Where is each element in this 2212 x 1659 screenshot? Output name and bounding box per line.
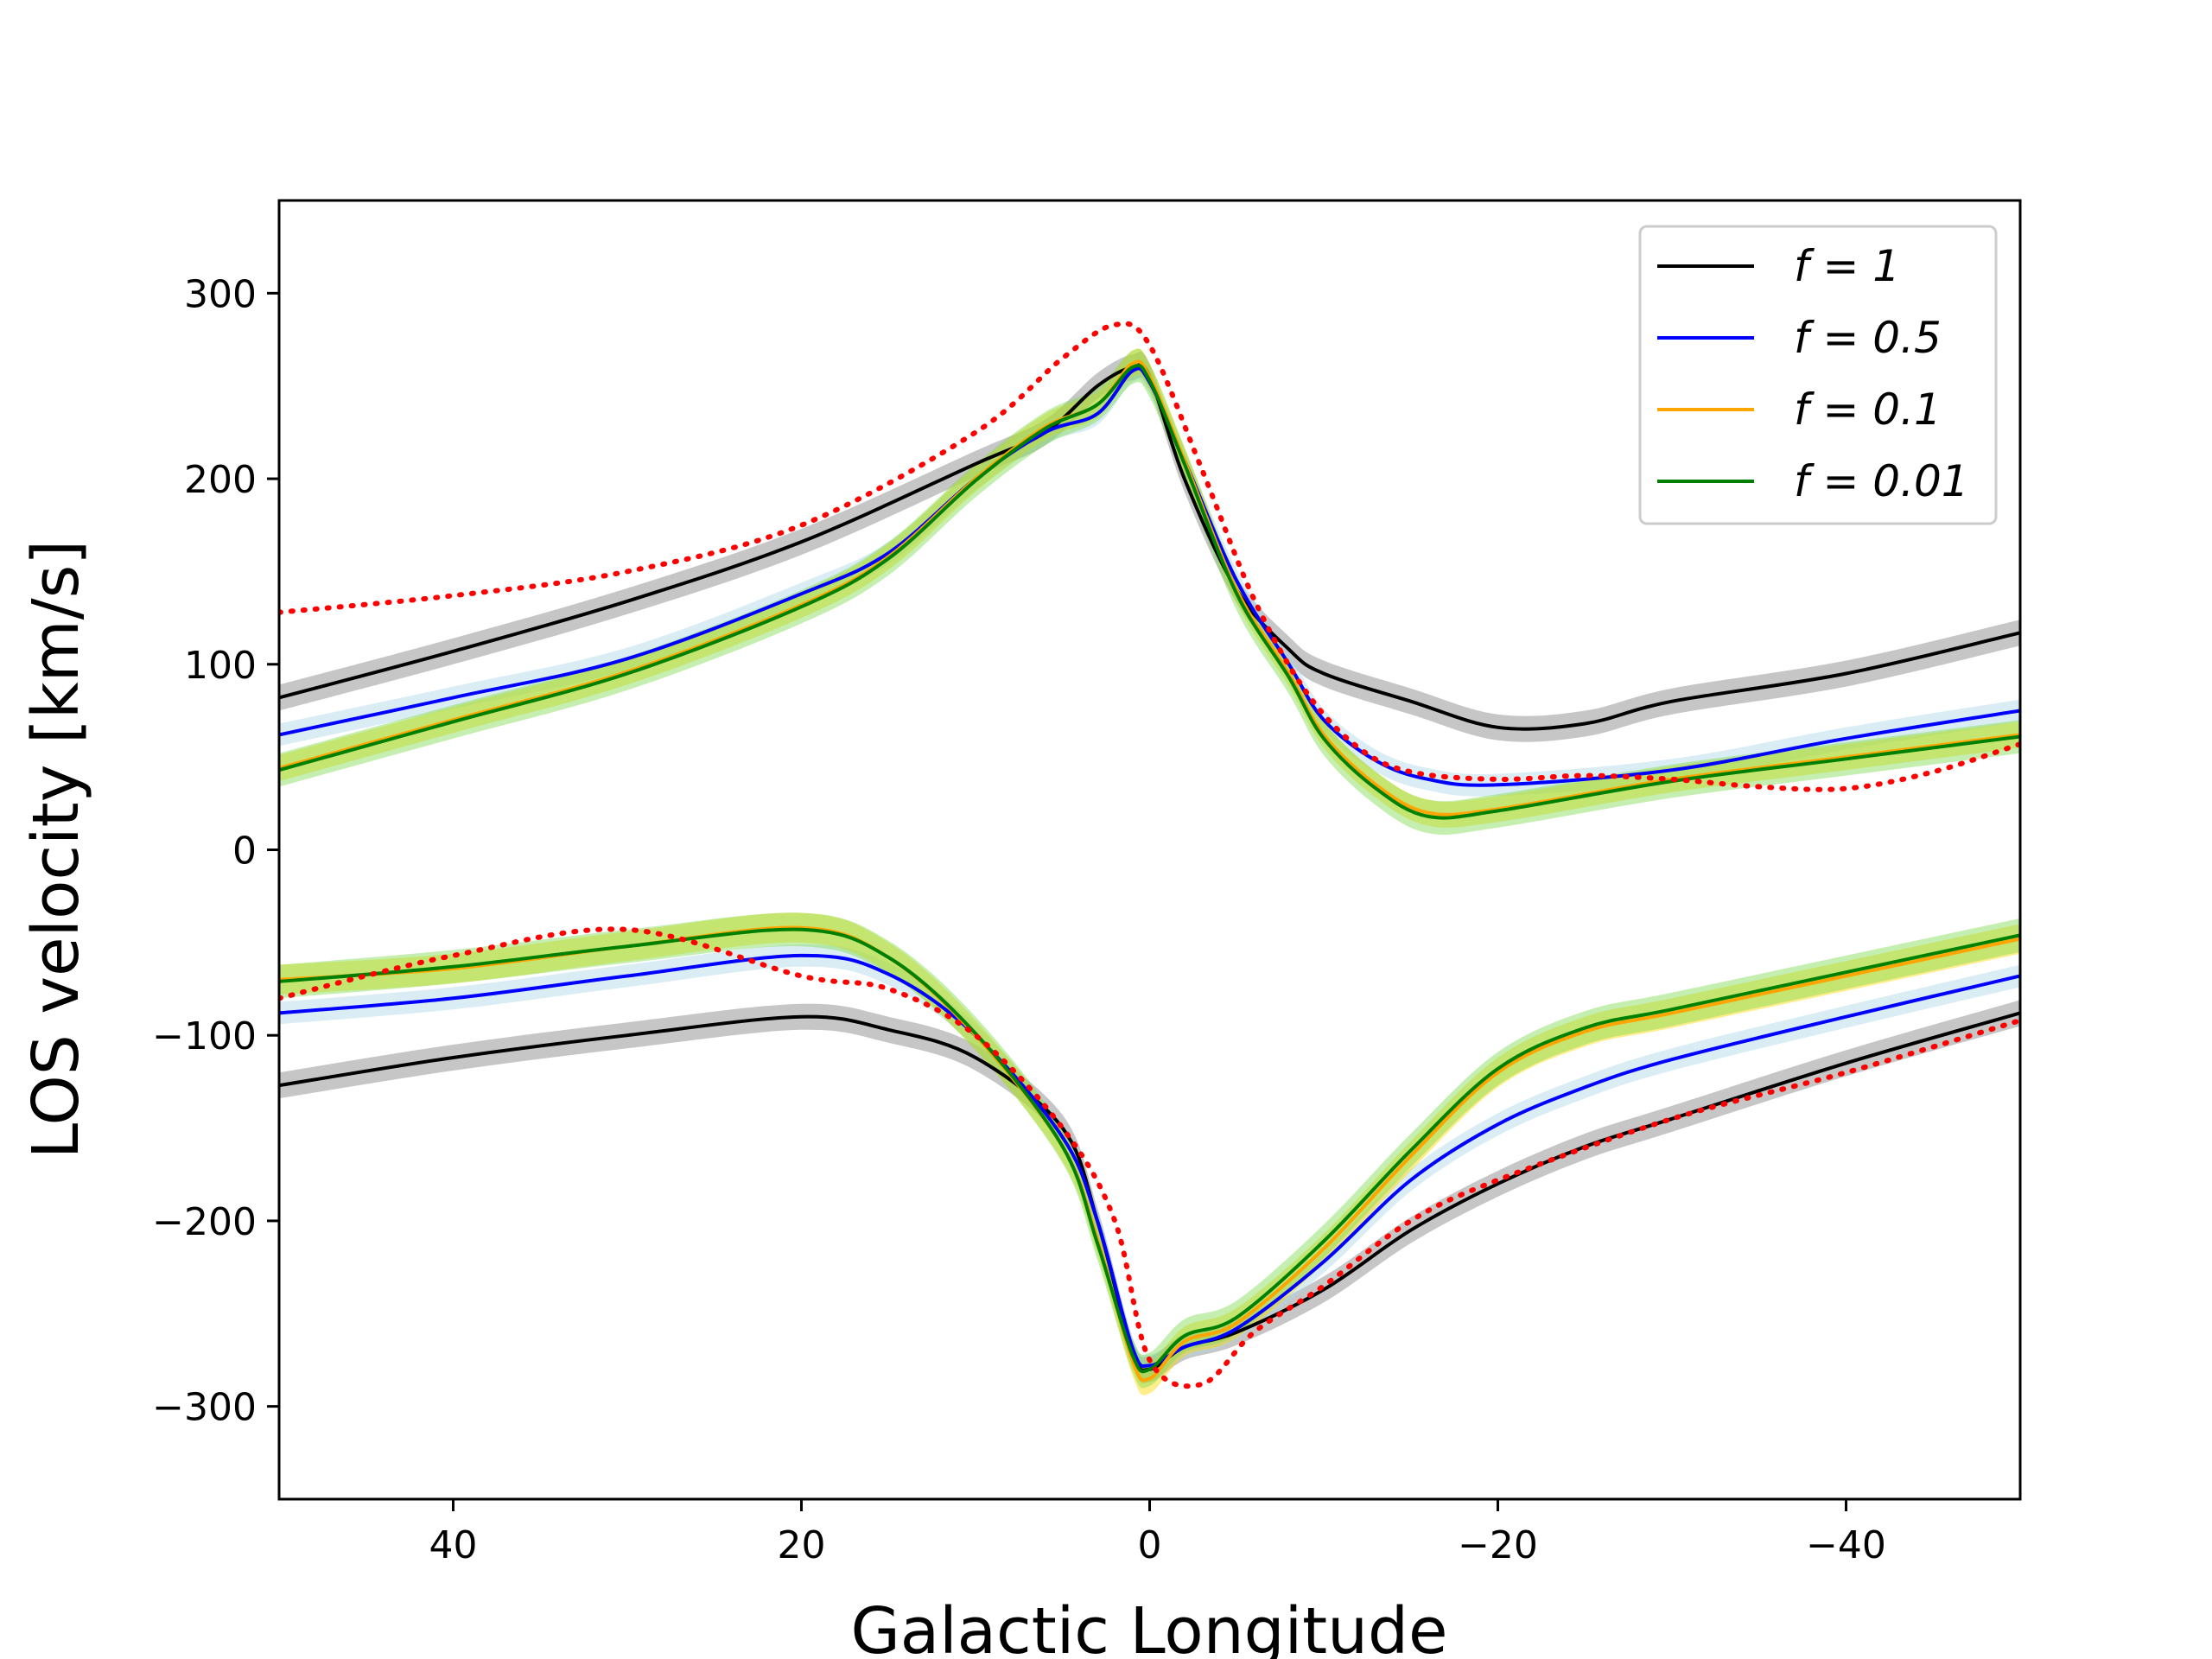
legend-label: f = 0.5 (1794, 313, 1942, 363)
y-tick-label: 100 (184, 644, 257, 688)
x-tick-label: 40 (429, 1523, 478, 1567)
series-layer (279, 321, 2020, 1395)
x-tick-label: −20 (1458, 1523, 1538, 1567)
band-lower-5 (279, 1000, 2020, 1383)
y-tick-label: 0 (232, 830, 257, 874)
legend-label: f = 0.01 (1794, 456, 1969, 506)
series-upper-3 (279, 364, 2020, 820)
legend-box (1638, 225, 1998, 525)
x-tick-label: 0 (1138, 1523, 1162, 1567)
x-tick-label: 20 (778, 1523, 826, 1567)
series-lower-8 (279, 927, 2020, 1374)
legend-label: f = 0.1 (1794, 385, 1942, 435)
y-axis-label: LOS velocity [km/s] (19, 540, 93, 1159)
x-axis-label: Galactic Longitude (850, 1594, 1447, 1659)
y-tick-label: −100 (152, 1014, 257, 1058)
legend: f = 1 f = 0.5 f = 0.1 f = 0.01 (1638, 225, 1998, 525)
series-upper-0 (279, 362, 2020, 731)
y-tick-label: 200 (184, 458, 257, 502)
series-lower-6 (279, 953, 2020, 1368)
legend-label: f = 1 (1794, 241, 1900, 291)
y-tick-label: −200 (152, 1200, 257, 1244)
series-lower-model (279, 926, 2020, 1389)
band-lower-6 (279, 944, 2020, 1377)
x-tick-label: −40 (1806, 1523, 1886, 1567)
y-tick-label: 300 (184, 272, 257, 316)
series-lower-5 (279, 1011, 2020, 1372)
y-tick-label: −300 (152, 1386, 257, 1430)
